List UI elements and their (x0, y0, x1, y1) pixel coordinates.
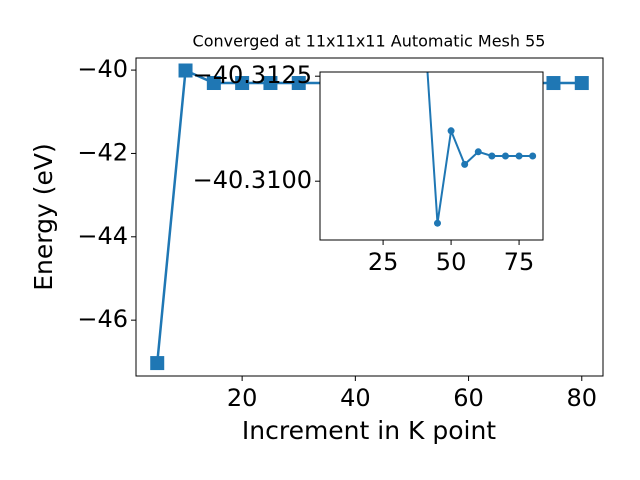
x-tick-label: 40 (340, 384, 371, 412)
chart-title: Converged at 11x11x11 Automatic Mesh 55 (193, 32, 546, 51)
marker (501, 152, 509, 160)
marker (206, 76, 221, 91)
marker (461, 160, 469, 168)
marker (150, 356, 165, 371)
marker (263, 76, 278, 91)
y-tick-label: −40.3125 (193, 61, 312, 89)
marker (574, 76, 589, 91)
marker (474, 148, 482, 156)
marker (420, 14, 427, 21)
y-tick-label: −40.3100 (193, 166, 312, 194)
marker (433, 219, 441, 227)
x-tick-label: 25 (368, 248, 399, 276)
axes-frame (319, 71, 544, 241)
y-tick-label: −40 (77, 55, 128, 83)
y-axis-label: Energy (eV) (29, 143, 58, 290)
marker (291, 76, 306, 91)
marker (235, 76, 250, 91)
x-tick-label: 75 (504, 248, 535, 276)
marker (529, 152, 537, 160)
y-tick-label: −44 (77, 222, 128, 250)
marker (546, 76, 561, 91)
x-tick-label: 20 (227, 384, 258, 412)
y-tick-label: −46 (77, 305, 128, 333)
axes-frame (135, 57, 604, 377)
marker (515, 152, 523, 160)
marker (178, 63, 193, 78)
x-axis-label: Increment in K point (242, 416, 496, 445)
x-tick-label: 60 (453, 384, 484, 412)
y-tick-label: −42 (77, 138, 128, 166)
plot-area (420, 14, 537, 227)
x-tick-label: 80 (566, 384, 597, 412)
marker (447, 127, 455, 135)
marker (488, 152, 496, 160)
x-tick-label: 50 (436, 248, 467, 276)
